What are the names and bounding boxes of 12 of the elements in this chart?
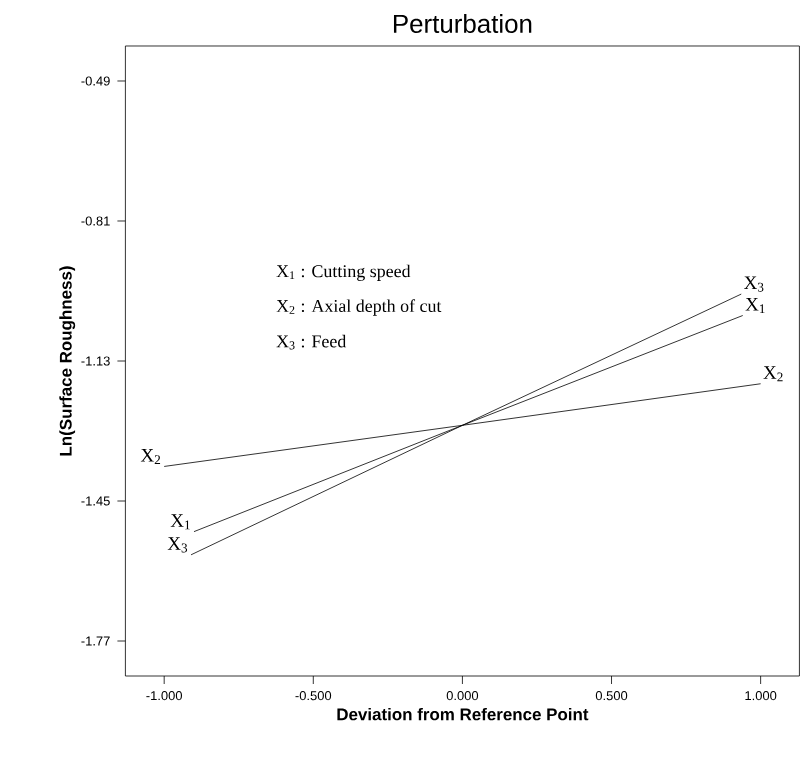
series-label: X$_{2}$ xyxy=(763,366,783,382)
series-label: X$_{1}$ xyxy=(745,298,765,314)
y-axis-title: Ln(Surface Roughness) xyxy=(59,266,76,456)
annotation: X$_{3}$ : Feed xyxy=(276,334,347,350)
annotation: X$_{1}$ : Cutting speed xyxy=(276,264,411,281)
text: X$_{2}$ xyxy=(140,449,161,465)
series-label: X$_{3}$ xyxy=(744,276,764,292)
text: X$_{1}$ xyxy=(170,514,190,530)
text: X$_{3}$ xyxy=(167,537,188,553)
chart-title: Perturbation xyxy=(393,13,532,33)
x-axis-title: Deviation from Reference Point xyxy=(337,707,589,721)
annotation: X$_{2}$ : Axial depth of cut xyxy=(276,299,442,316)
